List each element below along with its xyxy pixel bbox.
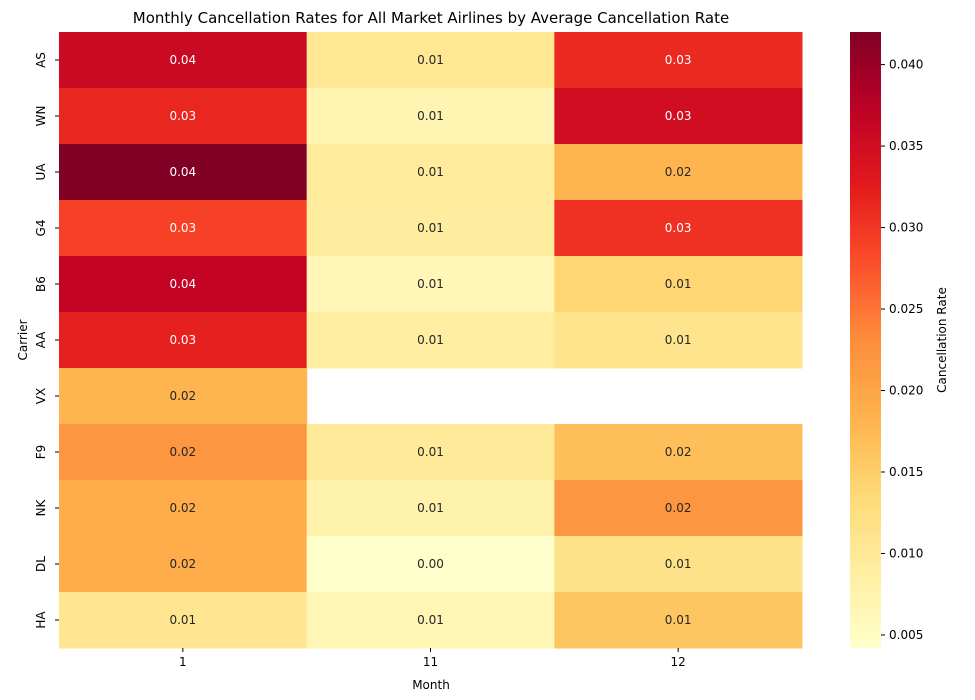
y-tick-label: DL bbox=[34, 556, 48, 572]
cell-value-label: 0.02 bbox=[169, 389, 196, 403]
heatmap-cell bbox=[59, 144, 308, 201]
heatmap-cell bbox=[554, 536, 803, 593]
cell-value-label: 0.01 bbox=[417, 277, 444, 291]
colorbar-tick-label: 0.035 bbox=[889, 139, 923, 153]
x-tick-label: 12 bbox=[671, 655, 686, 669]
cell-value-label: 0.03 bbox=[169, 221, 196, 235]
colorbar bbox=[850, 32, 881, 648]
y-tick-label: AA bbox=[34, 331, 48, 349]
heatmap-cell bbox=[306, 424, 555, 481]
heatmap-cell bbox=[306, 200, 555, 257]
cell-value-label: 0.01 bbox=[665, 277, 692, 291]
cell-value-label: 0.03 bbox=[665, 221, 692, 235]
y-tick-label: AS bbox=[34, 52, 48, 68]
cell-value-label: 0.02 bbox=[665, 501, 692, 515]
heatmap-cell bbox=[306, 592, 555, 649]
cell-value-label: 0.04 bbox=[169, 165, 196, 179]
cell-value-label: 0.02 bbox=[169, 445, 196, 459]
cell-value-label: 0.03 bbox=[665, 53, 692, 67]
heatmap-cell bbox=[554, 88, 803, 145]
colorbar-tick-label: 0.040 bbox=[889, 58, 923, 72]
heatmap-cell bbox=[306, 256, 555, 313]
heatmap-cells: 0.04 0.01 0.03 0.03 0.01 0.03 0.04 0.01 0.02 0.03… bbox=[59, 32, 803, 649]
colorbar-tick-label: 0.010 bbox=[889, 546, 923, 560]
heatmap-cell bbox=[59, 424, 308, 481]
heatmap-cell bbox=[59, 256, 308, 313]
heatmap-cell bbox=[59, 88, 308, 145]
cell-value-label: 0.01 bbox=[417, 221, 444, 235]
cell-value-label: 0.00 bbox=[417, 557, 444, 571]
cell-value-label: 0.02 bbox=[665, 165, 692, 179]
x-axis-label: Month bbox=[412, 678, 450, 692]
heatmap-cell bbox=[306, 32, 555, 89]
colorbar-label: Cancellation Rate bbox=[935, 287, 949, 393]
cell-value-label: 0.03 bbox=[665, 109, 692, 123]
heatmap-cell bbox=[306, 144, 555, 201]
heatmap-cell bbox=[59, 312, 308, 369]
heatmap-cell bbox=[554, 32, 803, 89]
colorbar-tick-label: 0.005 bbox=[889, 628, 923, 642]
cell-value-label: 0.01 bbox=[417, 109, 444, 123]
heatmap-cell bbox=[554, 480, 803, 537]
colorbar-tick-label: 0.020 bbox=[889, 384, 923, 398]
heatmap-cell bbox=[59, 200, 308, 257]
heatmap-cell bbox=[59, 32, 308, 89]
heatmap-cell bbox=[554, 200, 803, 257]
x-axis-ticks: 1 11 12 bbox=[179, 648, 686, 669]
colorbar-tick-label: 0.025 bbox=[889, 302, 923, 316]
cell-value-label: 0.04 bbox=[169, 277, 196, 291]
heatmap-cell bbox=[59, 368, 308, 425]
heatmap-cell bbox=[306, 536, 555, 593]
y-tick-label: NK bbox=[34, 498, 48, 516]
cell-value-label: 0.01 bbox=[417, 165, 444, 179]
heatmap-cell bbox=[554, 312, 803, 369]
cell-value-label: 0.01 bbox=[417, 333, 444, 347]
y-axis-ticks: AS WN UA G4 B6 AA VX F9 NK DL HA bbox=[34, 52, 59, 629]
cell-value-label: 0.01 bbox=[665, 557, 692, 571]
heatmap-cell bbox=[59, 592, 308, 649]
colorbar-ticks: 0.005 0.010 0.015 0.020 0.025 0.030 0.035 0.040 bbox=[881, 58, 923, 642]
heatmap-cell bbox=[59, 480, 308, 537]
y-tick-label: B6 bbox=[34, 276, 48, 292]
heatmap-cell bbox=[554, 256, 803, 313]
heatmap-cell bbox=[554, 592, 803, 649]
cell-value-label: 0.01 bbox=[665, 333, 692, 347]
y-tick-label: F9 bbox=[34, 445, 48, 460]
heatmap-cell bbox=[554, 424, 803, 481]
heatmap-cell bbox=[554, 144, 803, 201]
y-tick-label: UA bbox=[34, 163, 48, 181]
y-tick-label: HA bbox=[34, 611, 48, 629]
y-tick-label: WN bbox=[34, 106, 48, 127]
cell-value-label: 0.01 bbox=[417, 53, 444, 67]
cell-value-label: 0.02 bbox=[169, 501, 196, 515]
cell-value-label: 0.03 bbox=[169, 333, 196, 347]
y-tick-label: VX bbox=[34, 388, 48, 404]
x-tick-label: 11 bbox=[423, 655, 438, 669]
heatmap-cell bbox=[306, 88, 555, 145]
heatmap-cell bbox=[306, 312, 555, 369]
y-tick-label: G4 bbox=[34, 220, 48, 237]
cell-value-label: 0.04 bbox=[169, 53, 196, 67]
heatmap-cell bbox=[306, 480, 555, 537]
colorbar-tick-label: 0.030 bbox=[889, 221, 923, 235]
heatmap-cell bbox=[59, 536, 308, 593]
cell-value-label: 0.01 bbox=[665, 613, 692, 627]
cell-value-label: 0.01 bbox=[417, 613, 444, 627]
cell-value-label: 0.02 bbox=[169, 557, 196, 571]
cell-value-label: 0.01 bbox=[169, 613, 196, 627]
x-tick-label: 1 bbox=[179, 655, 187, 669]
cell-value-label: 0.03 bbox=[169, 109, 196, 123]
cell-value-label: 0.01 bbox=[417, 501, 444, 515]
cell-value-label: 0.02 bbox=[665, 445, 692, 459]
y-axis-label: Carrier bbox=[16, 319, 30, 360]
colorbar-tick-label: 0.015 bbox=[889, 465, 923, 479]
chart-title: Monthly Cancellation Rates for All Marke… bbox=[133, 9, 729, 27]
cell-value-label: 0.01 bbox=[417, 445, 444, 459]
